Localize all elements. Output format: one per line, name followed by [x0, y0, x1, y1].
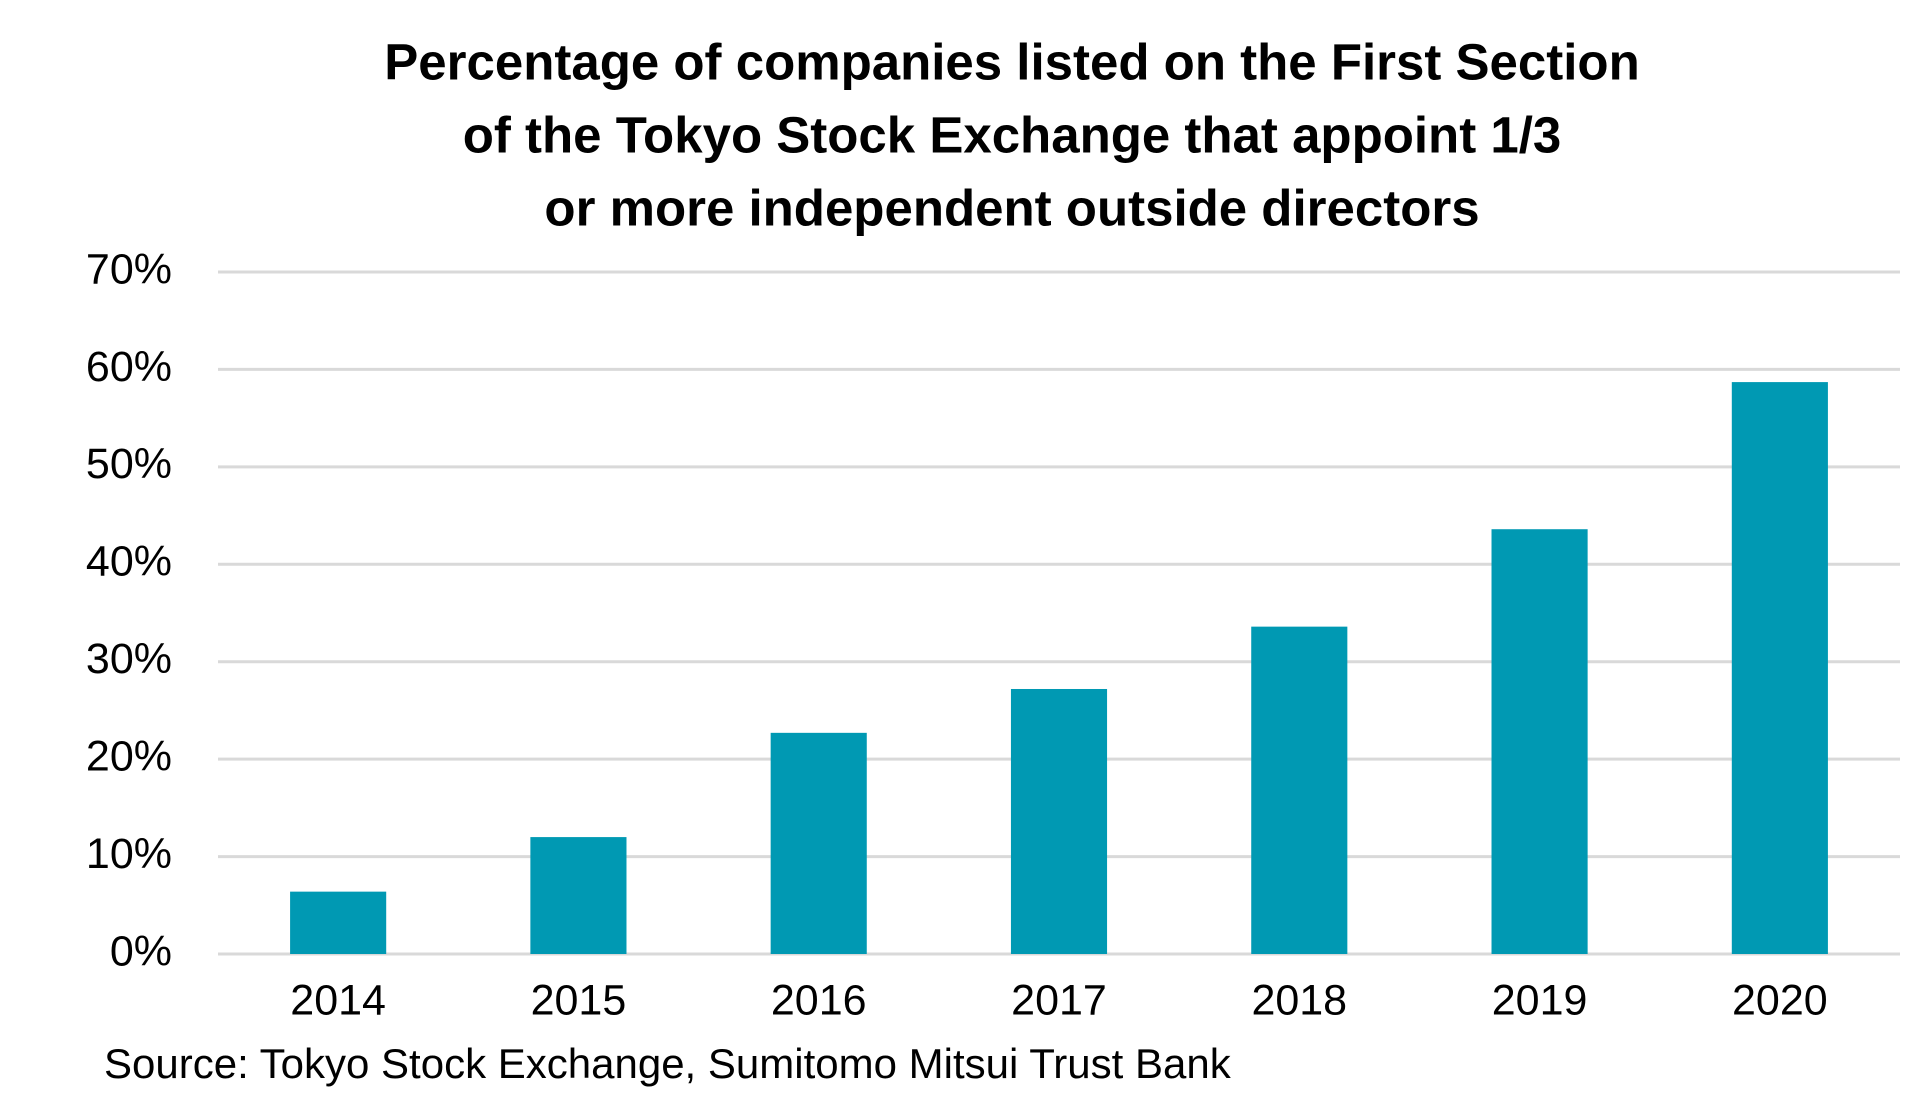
y-tick-label: 10%: [86, 830, 172, 878]
x-tick-label: 2018: [1251, 976, 1347, 1024]
chart-title: or more independent outside directors: [544, 179, 1479, 236]
chart-title: of the Tokyo Stock Exchange that appoint…: [463, 106, 1562, 163]
bar: [770, 732, 867, 954]
x-tick-label: 2017: [1011, 976, 1107, 1024]
x-tick-label: 2016: [771, 976, 867, 1024]
bar: [530, 837, 627, 954]
y-tick-label: 70%: [86, 245, 172, 293]
x-tick-label: 2015: [531, 976, 627, 1024]
bar: [1491, 529, 1588, 954]
bar: [1251, 626, 1348, 954]
x-tick-label: 2020: [1732, 976, 1828, 1024]
x-tick-label: 2014: [290, 976, 386, 1024]
x-tick-label: 2019: [1492, 976, 1588, 1024]
y-tick-label: 60%: [86, 343, 172, 391]
bar: [290, 891, 387, 954]
y-tick-label: 30%: [86, 635, 172, 683]
chart-title: Percentage of companies listed on the Fi…: [384, 33, 1639, 90]
y-tick-label: 50%: [86, 440, 172, 488]
y-tick-label: 0%: [110, 927, 172, 975]
y-tick-label: 20%: [86, 733, 172, 781]
bar: [1731, 382, 1828, 954]
bar: [1010, 688, 1108, 954]
y-tick-label: 40%: [86, 538, 172, 586]
source-note: Source: Tokyo Stock Exchange, Sumitomo M…: [104, 1040, 1232, 1087]
